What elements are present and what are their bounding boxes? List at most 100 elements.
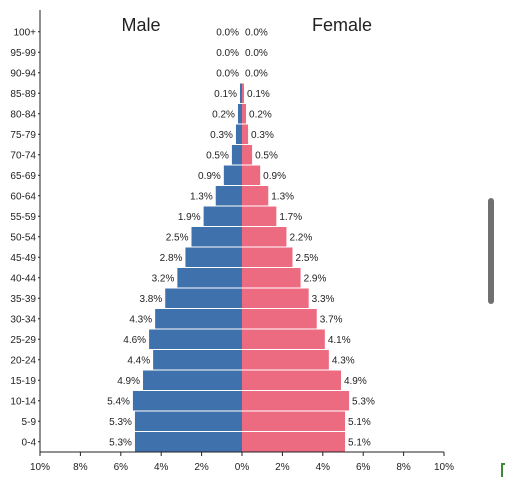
x-tick-label: 2% [275,462,290,473]
age-group-label: 90-94 [10,68,36,79]
male-value-label: 5.4% [107,396,130,407]
age-group-label: 65-69 [10,171,36,182]
male-bar [215,186,242,206]
female-bar [242,145,253,165]
male-bar [155,309,242,329]
male-bar [153,350,242,370]
male-bar [165,288,242,308]
x-tick-label: 2% [194,462,209,473]
male-value-label: 0.1% [214,89,237,100]
female-bar [242,309,317,329]
male-bar [239,83,242,103]
female-value-label: 4.3% [332,355,355,366]
corner-bracket-mark [501,463,505,477]
male-value-label: 0.0% [216,48,239,59]
male-bar [177,268,242,288]
male-value-label: 4.4% [127,355,150,366]
female-value-label: 0.3% [251,130,274,141]
female-bar [242,124,249,144]
x-tick-label: 8% [73,462,88,473]
x-axis-ticks: 10% 8% 6% 4% 2% 0% 2% 4% 6% 8% 10% [30,452,454,473]
female-value-labels: 5.1% 5.1% 5.3% 4.9% 4.3% 4.1% 3.7% 3.3% 2.9% 2.5%… [245,27,375,448]
male-value-label: 0.5% [206,150,229,161]
male-bar [134,432,242,452]
female-value-label: 2.5% [296,253,319,264]
age-group-label: 100+ [13,27,36,38]
male-bar [203,206,242,226]
age-group-labels: 0-4 5-9 10-14 15-19 20-24 25-29 30-34 35-39 40-4… [10,27,36,448]
female-bar [242,247,293,267]
female-value-label: 3.3% [312,294,335,305]
male-value-label: 3.8% [139,294,162,305]
age-group-label: 85-89 [10,89,36,100]
male-value-label: 0.0% [216,68,239,79]
female-value-label: 4.1% [328,335,351,346]
age-group-label: 45-49 [10,253,36,264]
age-group-label: 75-79 [10,130,36,141]
male-value-label: 2.8% [160,253,183,264]
vertical-scrollbar-thumb[interactable] [488,198,494,304]
male-value-label: 5.3% [109,417,132,428]
female-bar [242,411,346,431]
female-value-label: 0.5% [255,150,278,161]
female-value-label: 1.3% [271,191,294,202]
female-value-label: 5.1% [348,437,371,448]
x-tick-label: 10% [434,462,454,473]
x-tick-label: 0% [235,462,250,473]
female-bar [242,206,277,226]
male-value-label: 4.3% [129,314,152,325]
age-group-label: 30-34 [10,314,36,325]
male-bar [237,104,242,124]
male-series-title: Male [121,15,160,35]
male-bar [191,227,242,247]
age-group-label: 25-29 [10,335,36,346]
age-group-label: 80-84 [10,109,36,120]
female-series-title: Female [312,15,372,35]
age-group-label: 60-64 [10,191,36,202]
age-group-label: 20-24 [10,355,36,366]
male-bar [134,411,242,431]
x-tick-label: 10% [30,462,50,473]
male-value-labels: 5.3% 5.3% 5.4% 4.9% 4.4% 4.6% 4.3% 3.8% 3.2% 2.8%… [107,27,239,448]
x-tick-label: 8% [396,462,411,473]
female-bar [242,288,309,308]
male-bars [132,83,242,452]
male-bar [223,165,242,185]
male-bar [235,124,242,144]
female-bar [242,391,350,411]
age-group-label: 50-54 [10,232,36,243]
female-bar [242,186,269,206]
female-value-label: 1.7% [279,212,302,223]
age-group-label: 55-59 [10,212,36,223]
age-group-label: 10-14 [10,396,36,407]
female-bar [242,104,247,124]
female-value-label: 2.2% [289,232,312,243]
female-value-label: 0.9% [263,171,286,182]
x-tick-label: 4% [316,462,331,473]
male-value-label: 1.3% [190,191,213,202]
female-value-label: 5.1% [348,417,371,428]
age-group-label: 35-39 [10,294,36,305]
female-value-label: 0.0% [245,48,268,59]
age-group-label: 40-44 [10,273,36,284]
female-bar [242,165,261,185]
male-value-label: 0.9% [198,171,221,182]
male-bar [149,329,242,349]
age-group-label: 5-9 [22,417,37,428]
male-value-label: 0.0% [216,27,239,38]
age-group-label: 95-99 [10,48,36,59]
male-value-label: 0.2% [212,109,235,120]
male-bar [185,247,242,267]
female-bar [242,83,245,103]
female-bar [242,329,325,349]
male-value-label: 4.6% [123,335,146,346]
female-value-label: 4.9% [344,376,367,387]
female-bar [242,227,287,247]
female-value-label: 2.9% [304,273,327,284]
male-bar [231,145,242,165]
female-bar [242,350,329,370]
x-tick-label: 4% [154,462,169,473]
female-bar [242,370,341,390]
male-value-label: 5.3% [109,437,132,448]
